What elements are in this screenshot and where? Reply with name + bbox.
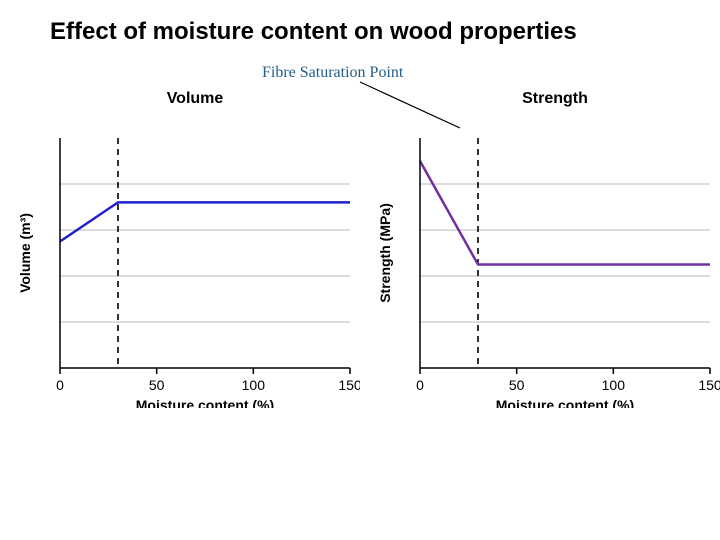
svg-text:100: 100 (242, 377, 266, 393)
page-title: Effect of moisture content on wood prope… (50, 18, 577, 46)
svg-text:150: 150 (338, 377, 360, 393)
svg-text:50: 50 (149, 377, 165, 393)
strength-chart-svg: 0 50 100 150 Moisture content (%) Strength (M… (370, 108, 720, 408)
svg-text:0: 0 (416, 377, 424, 393)
svg-text:Moisture content (%): Moisture content (%) (496, 397, 634, 408)
svg-text:0: 0 (56, 377, 64, 393)
svg-text:50: 50 (509, 377, 525, 393)
fsp-label: Fibre Saturation Point (262, 64, 403, 82)
svg-text:Moisture content (%): Moisture content (%) (136, 397, 274, 408)
svg-text:Volume (m³): Volume (m³) (17, 213, 33, 293)
volume-chart-title: Volume (50, 90, 340, 108)
svg-text:100: 100 (602, 377, 626, 393)
strength-chart-title: Strength (410, 90, 700, 108)
svg-text:150: 150 (698, 377, 720, 393)
volume-chart: Volume 0 50 100 150 Moisture content (%) Volu… (10, 90, 360, 408)
svg-text:Strength (MPa): Strength (MPa) (377, 203, 393, 303)
volume-chart-svg: 0 50 100 150 Moisture content (%) Volume (m³) (10, 108, 360, 408)
strength-chart: Strength 0 50 100 150 Moisture content (%) St… (370, 90, 720, 408)
